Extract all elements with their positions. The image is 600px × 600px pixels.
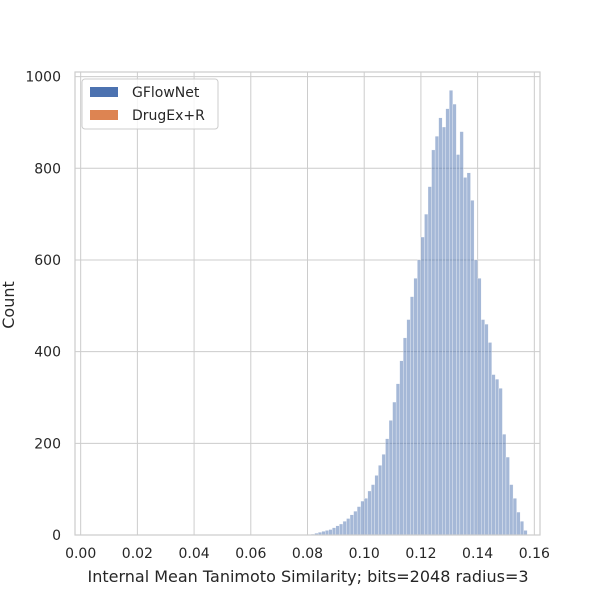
histogram-bar xyxy=(502,433,507,536)
histogram-bar xyxy=(509,484,514,536)
histogram-bar xyxy=(488,342,492,536)
histogram-bar xyxy=(328,529,333,536)
legend-swatch-drugex-r xyxy=(90,110,118,120)
histogram-bar xyxy=(392,401,397,536)
x-tick-label: 0.08 xyxy=(292,546,323,562)
y-tick-label: 1000 xyxy=(25,70,61,86)
x-tick-label: 0.06 xyxy=(235,546,266,562)
x-axis-label: Internal Mean Tanimoto Similarity; bits=… xyxy=(87,567,528,586)
legend: GFlowNet DrugEx+R xyxy=(81,78,219,130)
histogram-bar xyxy=(417,259,422,536)
series-gflownet xyxy=(310,90,528,536)
histogram-bars xyxy=(310,90,528,536)
x-tick-label: 0.16 xyxy=(519,546,550,562)
plot-frame xyxy=(74,71,541,536)
histogram-bar xyxy=(410,296,414,536)
histogram-bar xyxy=(420,236,425,536)
histogram-bar xyxy=(388,420,393,536)
x-tick-label: 0.10 xyxy=(349,546,380,562)
histogram-bar xyxy=(413,278,418,536)
histogram-bar xyxy=(498,388,503,536)
histogram-bar xyxy=(406,319,411,536)
histogram-bar xyxy=(335,525,340,536)
histogram-bar xyxy=(349,514,354,536)
histogram-bar xyxy=(495,378,500,536)
histogram-bar xyxy=(470,200,475,536)
y-tick-label: 600 xyxy=(34,253,61,269)
histogram-bar xyxy=(449,90,453,536)
legend-label-gflownet: GFlowNet xyxy=(132,85,200,101)
histogram-bar xyxy=(424,213,429,536)
histogram-bar xyxy=(374,475,379,536)
x-tick-label: 0.02 xyxy=(122,546,153,562)
histogram-bar xyxy=(364,498,368,536)
histogram-bar xyxy=(339,523,344,536)
histogram-bar xyxy=(442,126,446,536)
histogram-bar xyxy=(381,454,386,536)
histogram-bar xyxy=(516,511,521,536)
histogram-bar xyxy=(395,383,400,536)
histogram-bar xyxy=(512,498,517,536)
legend-label-drugex-r: DrugEx+R xyxy=(132,108,205,124)
histogram-bar xyxy=(505,456,510,536)
histogram-bar xyxy=(399,360,404,536)
histogram-bar xyxy=(325,530,329,536)
histogram-bar xyxy=(466,172,471,536)
histogram-bar xyxy=(360,500,365,536)
y-tick-label: 400 xyxy=(34,345,61,361)
histogram-bar xyxy=(459,131,464,536)
histogram-bar xyxy=(484,323,489,536)
histogram-bar xyxy=(520,521,524,536)
histogram-bar xyxy=(346,518,351,536)
histogram-bar xyxy=(445,108,450,536)
histogram-bar xyxy=(356,506,361,536)
x-tick-label: 0.04 xyxy=(178,546,209,562)
histogram-bar xyxy=(371,484,375,536)
histogram-bar xyxy=(403,337,407,536)
histogram-bar xyxy=(367,490,372,536)
y-tick-label: 200 xyxy=(34,436,61,452)
histogram-bar xyxy=(477,278,482,536)
histogram-bar xyxy=(378,465,383,536)
histogram-bar xyxy=(456,154,461,536)
tick-labels: 0.00 0.02 0.04 0.06 0.08 0.10 0.12 0.14 0.16 0 200… xyxy=(25,70,550,562)
histogram-bar xyxy=(431,149,436,536)
histogram-bar xyxy=(491,374,496,536)
histogram-bar xyxy=(481,319,485,536)
histogram-bar xyxy=(427,186,432,536)
x-tick-label: 0.12 xyxy=(405,546,436,562)
histogram-bar xyxy=(434,136,439,536)
y-axis-label: Count xyxy=(0,281,18,329)
histogram-bar xyxy=(353,511,358,536)
y-tick-label: 0 xyxy=(52,528,61,544)
histogram-bar xyxy=(385,438,390,536)
histogram-bar xyxy=(342,521,347,536)
histogram-bar xyxy=(332,527,337,536)
x-tick-label: 0.14 xyxy=(462,546,493,562)
histogram-bar xyxy=(473,259,478,536)
histogram-bar xyxy=(452,103,457,536)
legend-swatch-gflownet xyxy=(90,87,118,97)
x-tick-label: 0.00 xyxy=(65,546,96,562)
y-tick-label: 800 xyxy=(34,161,61,177)
histogram-bar xyxy=(523,530,528,536)
histogram-bar xyxy=(438,117,443,536)
histogram-bar xyxy=(463,177,468,536)
